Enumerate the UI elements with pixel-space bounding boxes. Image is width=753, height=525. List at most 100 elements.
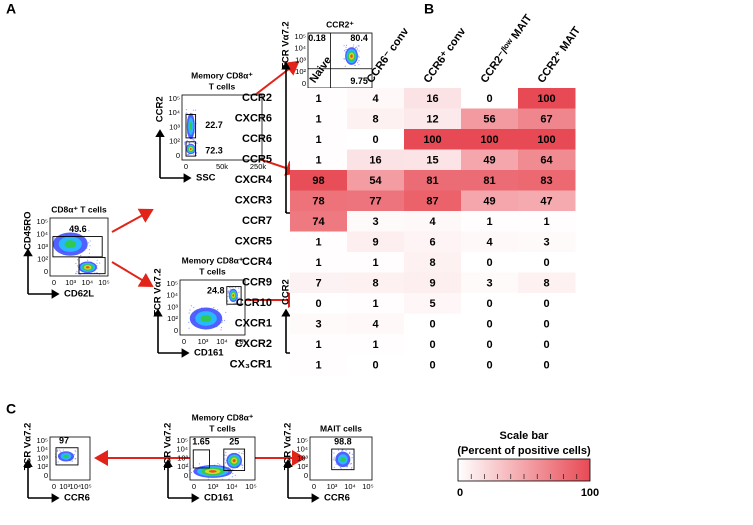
row-label: CCR4 xyxy=(242,256,273,268)
heat-cell xyxy=(518,231,576,253)
event-dot xyxy=(350,468,353,470)
cell-value: 0 xyxy=(372,360,378,372)
arrow xyxy=(111,208,154,233)
event-dot xyxy=(190,471,193,474)
scale-min: 0 xyxy=(457,487,463,499)
x-tick-label: 10⁴ xyxy=(216,337,228,346)
column-header: CCR2⁻/ˡᵒʷ MAIT xyxy=(479,12,535,85)
cell-value: 15 xyxy=(426,155,438,167)
event-dot xyxy=(221,478,224,480)
density xyxy=(200,314,212,323)
event-dot xyxy=(346,466,349,468)
cell-value: 100 xyxy=(537,93,555,105)
y-tick-label: 10³ xyxy=(167,302,178,311)
cell-value: 0 xyxy=(429,319,435,331)
cell-value: 100 xyxy=(480,134,498,146)
cell-value: 3 xyxy=(543,237,549,249)
cell-value: 1 xyxy=(372,339,378,351)
cell-value: 0 xyxy=(486,339,492,351)
event-dot xyxy=(75,262,77,265)
event-dot xyxy=(187,463,189,465)
x-tick-label: 50k xyxy=(216,162,228,171)
cell-value: 100 xyxy=(537,134,555,146)
x-tick-label: 0 xyxy=(192,482,196,491)
event-dot xyxy=(349,451,351,453)
y-axis-label: TCR Vα7.2 xyxy=(281,21,292,69)
event-dot xyxy=(228,478,230,480)
heat-cell xyxy=(461,170,519,191)
event-dot xyxy=(219,463,221,466)
cell-value: 7 xyxy=(315,278,321,290)
event-dot xyxy=(188,476,190,478)
x-tick-label: 0 xyxy=(182,337,186,346)
event-dot xyxy=(96,259,98,261)
event-dot xyxy=(357,62,359,64)
event-dot xyxy=(221,320,224,322)
x-axis-label: CD161 xyxy=(194,348,224,359)
cell-value: 8 xyxy=(372,114,378,126)
heat-cell xyxy=(347,252,405,273)
gate xyxy=(331,448,355,471)
heat-cell xyxy=(518,108,576,130)
event-dot xyxy=(343,50,346,52)
heat-cell xyxy=(461,354,519,376)
cell-value: 8 xyxy=(543,278,549,290)
x-axis-label: CD62L xyxy=(64,289,94,300)
gate xyxy=(78,256,106,275)
cell-value: 4 xyxy=(486,237,493,249)
event-dot xyxy=(341,450,343,452)
gate-value: 80.4 xyxy=(350,33,368,43)
y-tick-label: 10⁴ xyxy=(294,44,306,53)
event-dot xyxy=(80,254,82,257)
cell-value: 77 xyxy=(369,196,381,208)
plot-title: T cells xyxy=(209,423,236,433)
y-tick-label: 0 xyxy=(184,471,188,480)
gate-value: 24.8 xyxy=(207,285,225,295)
heat-cell xyxy=(347,272,405,294)
row-label: CCR5 xyxy=(242,154,272,166)
heat-cell xyxy=(290,334,348,355)
cell-value: 81 xyxy=(483,175,495,187)
y-tick-label: 10⁵ xyxy=(295,32,306,41)
event-dot xyxy=(49,236,51,238)
density xyxy=(232,459,236,463)
event-dot xyxy=(333,452,335,454)
heat-cell xyxy=(404,252,462,273)
gate xyxy=(223,448,246,471)
cell-value: 8 xyxy=(372,278,378,290)
y-tick-label: 0 xyxy=(174,326,178,335)
cell-value: 16 xyxy=(426,93,438,105)
heat-cell xyxy=(290,88,348,109)
heat-cell xyxy=(347,293,405,314)
heat-cell xyxy=(518,129,576,150)
event-dot xyxy=(194,109,197,111)
plot-title: MAIT cells xyxy=(320,423,362,433)
event-dot xyxy=(217,462,219,465)
x-tick-label: 0 xyxy=(52,482,56,491)
event-dot xyxy=(236,300,238,302)
heat-cell xyxy=(518,149,576,171)
heat-cell xyxy=(347,190,405,212)
y-tick-label: 10⁴ xyxy=(296,445,308,454)
row-label: CCR7 xyxy=(242,215,272,227)
x-axis-label: CD161 xyxy=(204,493,234,504)
y-tick-label: 10⁵ xyxy=(37,436,48,445)
event-dot xyxy=(238,451,240,454)
cell-value: 1 xyxy=(543,216,549,228)
x-axis-label: SSC xyxy=(196,173,216,184)
heat-cell xyxy=(347,88,405,109)
event-dot xyxy=(238,287,240,289)
row-label: CXCR6 xyxy=(235,113,272,125)
y-tick-label: 10² xyxy=(295,67,306,76)
cell-value: 1 xyxy=(315,114,321,126)
event-dot xyxy=(213,307,215,309)
gate-value: 9.75 xyxy=(350,76,368,86)
density xyxy=(208,470,217,473)
event-dot xyxy=(78,230,80,232)
x-tick-label: 10⁵ xyxy=(235,337,246,346)
event-dot xyxy=(343,45,345,47)
event-dot xyxy=(356,48,359,50)
event-dot xyxy=(225,311,227,314)
event-dot xyxy=(226,304,228,306)
